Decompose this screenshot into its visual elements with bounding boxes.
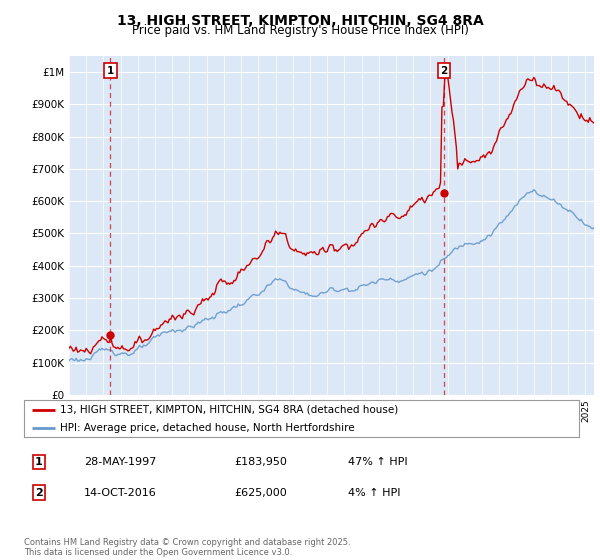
Text: 28-MAY-1997: 28-MAY-1997 (84, 457, 157, 467)
Text: 13, HIGH STREET, KIMPTON, HITCHIN, SG4 8RA: 13, HIGH STREET, KIMPTON, HITCHIN, SG4 8… (116, 14, 484, 28)
Text: 14-OCT-2016: 14-OCT-2016 (84, 488, 157, 498)
Text: 2: 2 (35, 488, 43, 498)
Text: 4% ↑ HPI: 4% ↑ HPI (348, 488, 401, 498)
Text: 1: 1 (35, 457, 43, 467)
Text: £183,950: £183,950 (234, 457, 287, 467)
Text: 1: 1 (107, 66, 114, 76)
Text: 13, HIGH STREET, KIMPTON, HITCHIN, SG4 8RA (detached house): 13, HIGH STREET, KIMPTON, HITCHIN, SG4 8… (60, 404, 398, 414)
Text: 47% ↑ HPI: 47% ↑ HPI (348, 457, 407, 467)
Text: HPI: Average price, detached house, North Hertfordshire: HPI: Average price, detached house, Nort… (60, 423, 355, 433)
Text: Contains HM Land Registry data © Crown copyright and database right 2025.
This d: Contains HM Land Registry data © Crown c… (24, 538, 350, 557)
Text: 2: 2 (440, 66, 448, 76)
Text: Price paid vs. HM Land Registry's House Price Index (HPI): Price paid vs. HM Land Registry's House … (131, 24, 469, 37)
Text: £625,000: £625,000 (234, 488, 287, 498)
